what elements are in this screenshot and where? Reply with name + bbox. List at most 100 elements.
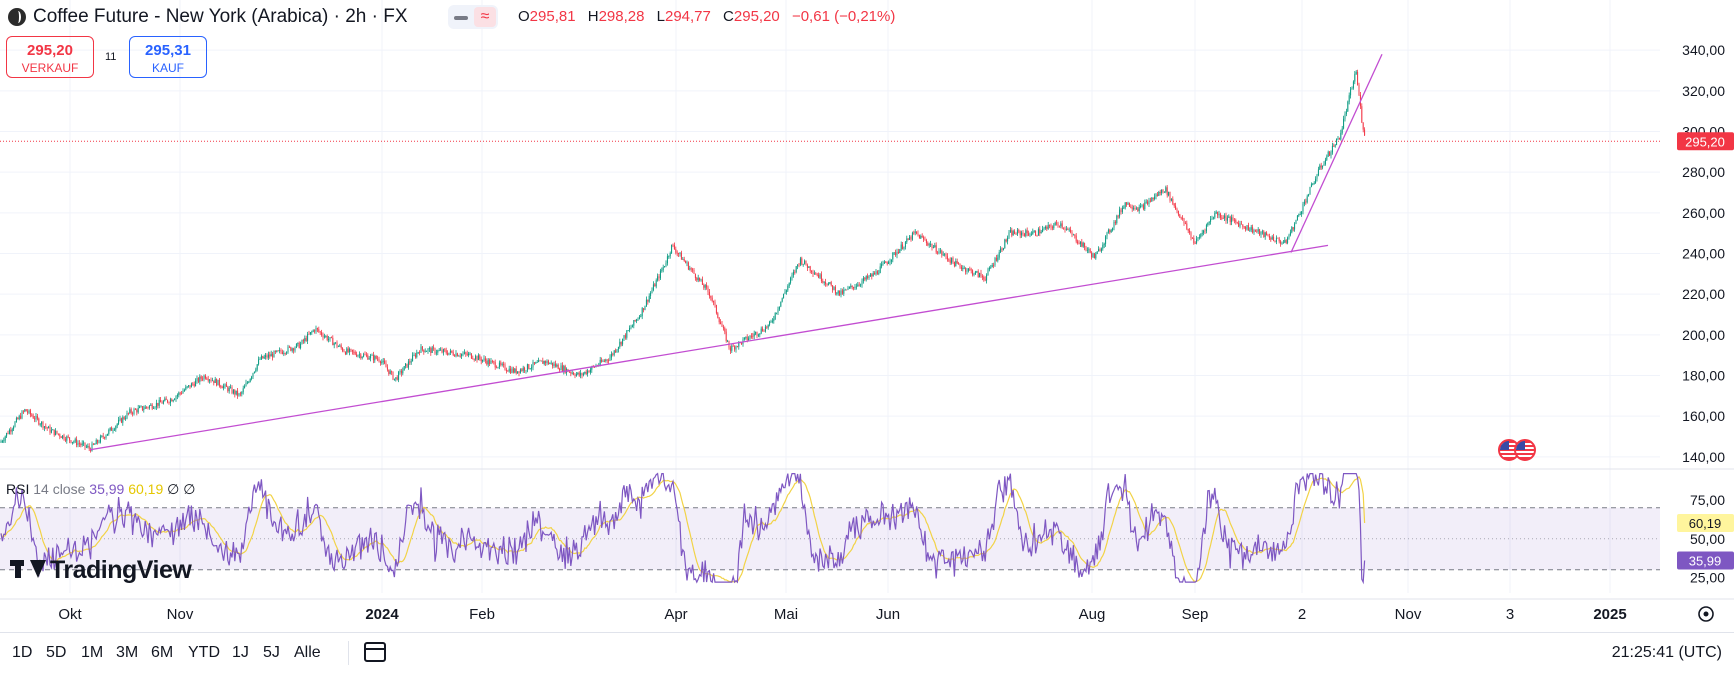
range-button-5j[interactable]: 5J — [263, 644, 280, 661]
sell-button[interactable]: 295,20 VERKAUF — [6, 36, 94, 78]
buy-price: 295,31 — [145, 42, 191, 59]
candle-up — [178, 392, 180, 396]
candle-down — [1277, 237, 1279, 239]
candle-down — [353, 351, 355, 353]
candle-up — [1334, 145, 1336, 147]
candle-up — [1226, 217, 1228, 221]
range-button-6m[interactable]: 6M — [151, 644, 174, 661]
candle-up — [115, 426, 117, 430]
buy-button[interactable]: 295,31 KAUF — [129, 36, 207, 78]
candle-up — [85, 446, 87, 448]
candle-down — [202, 378, 204, 380]
candle-up — [483, 358, 485, 360]
candle-down — [816, 274, 818, 276]
candle-up — [659, 270, 661, 279]
candle-up — [990, 267, 992, 269]
candle-up — [1299, 213, 1301, 215]
bars-icon[interactable] — [454, 16, 468, 20]
candle-up — [882, 263, 884, 265]
rsi-na-1: ∅ — [167, 481, 180, 497]
tradingview-logo[interactable]: TradingView — [10, 556, 192, 585]
candle-up — [143, 408, 145, 410]
symbol-title[interactable]: Coffee Future - New York (Arabica) · 2h … — [33, 6, 408, 27]
candle-up — [531, 367, 533, 369]
candle-down — [340, 345, 342, 348]
candle-up — [622, 338, 624, 345]
candle-up — [619, 341, 621, 348]
candle-down — [1305, 201, 1307, 203]
candle-down — [993, 265, 995, 266]
candle-up — [1313, 183, 1315, 184]
candle-down — [654, 284, 656, 287]
candle-up — [265, 355, 267, 357]
range-button-5d[interactable]: 5D — [46, 644, 67, 661]
candle-down — [59, 434, 61, 437]
rsi-legend[interactable]: RSI 14 close 35,99 60,19 ∅ ∅ — [6, 481, 195, 498]
candle-down — [1270, 238, 1272, 240]
candle-down — [606, 359, 608, 361]
candle-down — [524, 367, 526, 371]
candle-down — [1142, 205, 1144, 210]
range-button-1m[interactable]: 1M — [81, 644, 104, 661]
candle-down — [1070, 229, 1072, 233]
candle-down — [554, 363, 556, 367]
candle-up — [382, 360, 384, 362]
candle-down — [347, 348, 349, 353]
clock[interactable]: 21:25:41 (UTC) — [1611, 644, 1722, 661]
range-button-alle[interactable]: Alle — [294, 644, 321, 661]
candle-up — [735, 346, 737, 350]
rsi-line — [0, 472, 1366, 585]
rsi-ma-line — [0, 475, 1366, 583]
range-button-ytd[interactable]: YTD — [188, 644, 220, 661]
candle-up — [1205, 225, 1207, 232]
candle-down — [736, 346, 738, 348]
calendar-icon[interactable] — [364, 642, 386, 662]
candle-up — [1043, 228, 1045, 230]
indicator-toggle[interactable]: ≈ — [448, 5, 498, 29]
range-button-1d[interactable]: 1D — [12, 644, 33, 661]
candle-down — [1242, 224, 1244, 227]
candle-up — [787, 286, 789, 291]
candle-up — [967, 268, 969, 271]
candle-up — [1354, 74, 1356, 82]
candle-down — [165, 398, 167, 400]
candle-up — [753, 333, 755, 337]
candle-up — [519, 369, 521, 374]
candle-down — [841, 290, 843, 294]
candle-down — [713, 301, 715, 303]
candle-down — [441, 349, 443, 353]
candle-up — [1200, 234, 1202, 237]
candle-down — [1063, 227, 1065, 229]
settings-gear-icon[interactable] — [1698, 606, 1714, 622]
candle-up — [1198, 236, 1200, 238]
wave-icon[interactable]: ≈ — [474, 7, 496, 27]
candle-down — [473, 359, 475, 360]
candle-up — [962, 268, 964, 270]
candle-down — [687, 262, 689, 270]
range-button-3m[interactable]: 3M — [116, 644, 139, 661]
candle-up — [129, 409, 131, 414]
candle-up — [1289, 232, 1291, 235]
candle-down — [1232, 217, 1234, 220]
candle-up — [417, 352, 419, 353]
range-button-1j[interactable]: 1J — [232, 644, 249, 661]
candle-down — [1256, 230, 1258, 232]
candle-up — [199, 376, 201, 382]
candle-up — [893, 252, 895, 254]
candle-up — [41, 422, 43, 425]
candle-down — [308, 333, 310, 335]
candle-up — [1298, 214, 1300, 216]
candle-down — [1225, 215, 1227, 221]
candle-up — [370, 355, 372, 359]
us-flag-event-icon[interactable] — [1514, 439, 1536, 461]
candle-up — [1303, 201, 1305, 204]
change-value: −0,61 (−0,21%) — [791, 8, 896, 25]
candle-down — [718, 317, 720, 323]
candle-down — [1036, 235, 1038, 237]
candle-up — [35, 415, 37, 420]
candle-up — [112, 430, 114, 431]
candle-up — [463, 352, 465, 354]
candle-down — [220, 385, 222, 388]
candle-up — [1133, 207, 1135, 209]
